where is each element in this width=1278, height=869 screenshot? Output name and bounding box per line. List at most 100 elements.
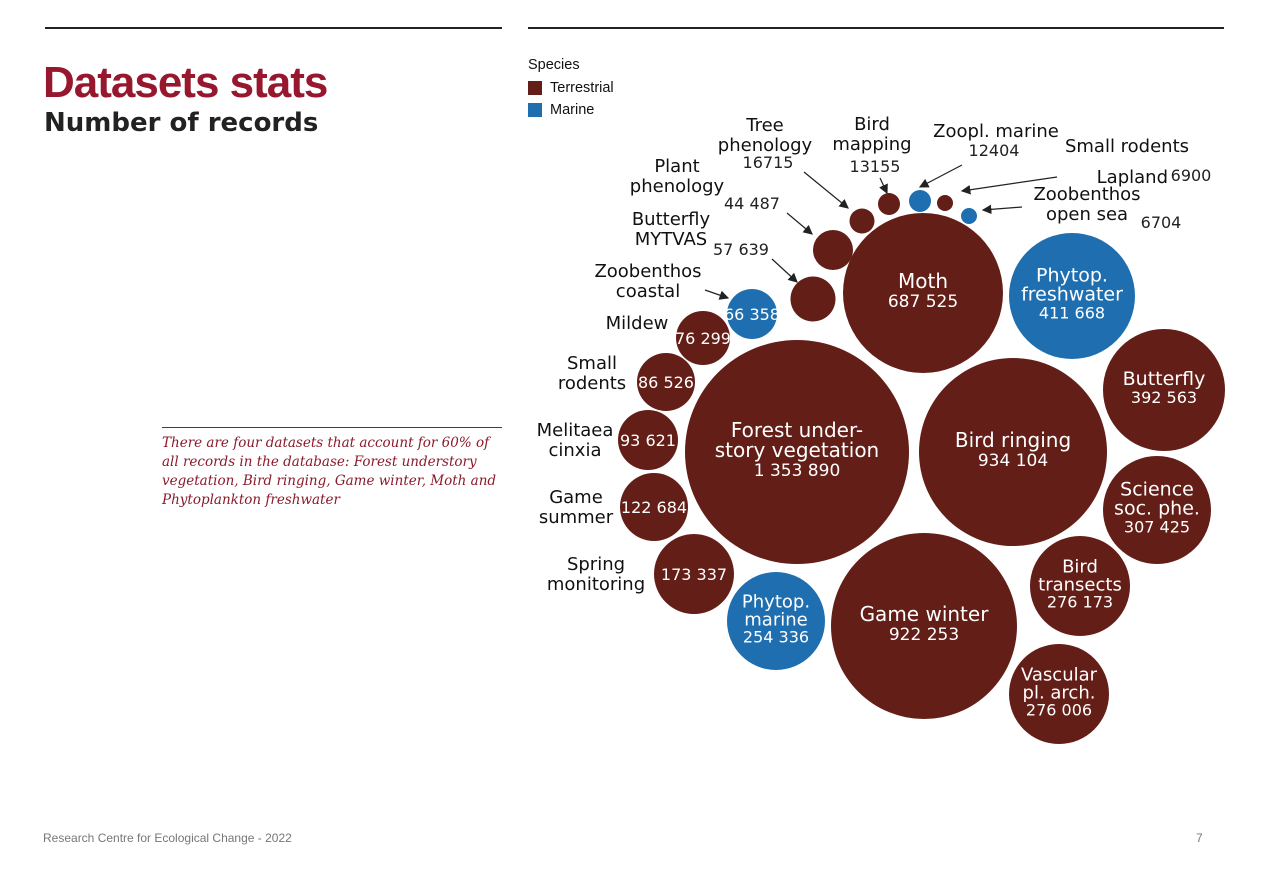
bubble-forest-understory-vegetation[interactable] [685, 340, 909, 564]
bubble-phytoplankton-freshwater[interactable] [1009, 233, 1135, 359]
legend-label-terrestrial: Terrestrial [550, 80, 614, 96]
bubble-value-zoopl-marine: 12404 [969, 141, 1020, 160]
bubble-label-zoopl-marine: Zoopl. marine [933, 121, 1059, 142]
bubble-value-vascular-pl-arch: 276 006 [1026, 700, 1092, 719]
bubble-bird-transects[interactable] [1030, 536, 1130, 636]
bubble-label-butterfly: Butterfly [1123, 368, 1206, 390]
bubble-label-butterfly-mytvas: Butterfly [632, 209, 711, 230]
bubble-label-small-rodents: Small [567, 353, 617, 374]
bubble-value-plant-phenology: 44 487 [724, 194, 780, 213]
bubble-value-bird-ringing: 934 104 [978, 451, 1048, 471]
bubble-label-melitaea-cinxia: Melitaea [537, 420, 614, 441]
bubble-label-phytoplankton-marine: marine [744, 609, 807, 630]
summary-note: There are four datasets that account for… [162, 427, 502, 510]
bubble-small-rodents[interactable] [637, 353, 695, 411]
bubble-vascular-pl-arch[interactable] [1009, 644, 1109, 744]
bubble-label-plant-phenology: Plant [654, 156, 699, 177]
bubble-label-game-winter: Game winter [860, 602, 990, 626]
bubble-value-zoobenthos-open-sea: 6704 [1141, 213, 1182, 232]
bubble-value-zoobenthos-coastal: 66 358 [724, 305, 780, 324]
bubble-label-plant-phenology: phenology [630, 176, 725, 197]
bubble-value-game-winter: 922 253 [889, 625, 959, 645]
bubble-plant-phenology[interactable] [813, 230, 853, 270]
bubble-label-phytoplankton-marine: Phytop. [742, 591, 810, 612]
bubble-phytoplankton-marine[interactable] [727, 572, 825, 670]
bubble-value-spring-monitoring: 173 337 [661, 565, 727, 584]
callout-arrow-zoobenthos-open-sea [981, 204, 1023, 215]
bubble-value-science-soc-phe: 307 425 [1124, 518, 1190, 537]
callout-arrow-small-rodents-lapland [960, 176, 1058, 195]
bubble-value-small-rodents-lapland: 6900 [1171, 166, 1212, 185]
bubble-tree-phenology[interactable] [849, 208, 875, 234]
bubble-value-phytoplankton-marine: 254 336 [743, 627, 809, 646]
bubble-label-bird-mapping: mapping [832, 134, 911, 155]
bubble-zoobenthos-coastal[interactable] [727, 289, 777, 339]
bubble-value-tree-phenology: 16715 [743, 153, 794, 172]
bubble-value-butterfly-mytvas: 57 639 [713, 240, 769, 259]
footer-text: Research Centre for Ecological Change - … [43, 831, 292, 845]
bubble-game-summer[interactable] [620, 473, 688, 541]
bubble-label-forest-understory-vegetation: Forest under- [731, 418, 863, 442]
bubble-label-forest-understory-vegetation: story vegetation [715, 438, 879, 462]
bubble-melitaea-cinxia[interactable] [618, 410, 678, 470]
legend-item-terrestrial[interactable]: Terrestrial [528, 77, 614, 99]
bubble-label-tree-phenology: Tree [745, 115, 784, 136]
page-number: 7 [1196, 831, 1203, 845]
bubble-value-moth: 687 525 [888, 292, 958, 312]
bubble-value-game-summer: 122 684 [621, 498, 687, 517]
bubble-label-moth: Moth [898, 269, 948, 293]
bubble-label-small-rodents-lapland: Small rodents [1065, 136, 1189, 157]
bubble-label-game-summer: summer [539, 507, 614, 528]
bubble-game-winter[interactable] [831, 533, 1017, 719]
bubble-moth[interactable] [843, 213, 1003, 373]
bubble-zoopl-marine[interactable] [909, 190, 931, 212]
bubble-zoobenthos-open-sea[interactable] [961, 208, 977, 224]
bubble-label-zoobenthos-coastal: Zoobenthos [594, 261, 701, 282]
callout-arrow-bird-mapping [879, 177, 888, 195]
bubble-label-mildew: Mildew [606, 313, 669, 334]
bubble-label-small-rodents: rodents [558, 373, 626, 394]
callout-arrow-plant-phenology [786, 212, 813, 235]
bubble-label-vascular-pl-arch: Vascular [1021, 664, 1098, 685]
bubble-label-tree-phenology: phenology [718, 135, 813, 156]
bubble-bird-mapping[interactable] [878, 193, 900, 215]
page-subtitle: Number of records [44, 108, 319, 138]
bubble-label-small-rodents-lapland: Lapland [1097, 167, 1168, 188]
bubble-value-phytoplankton-freshwater: 411 668 [1039, 304, 1105, 323]
page-title: Datasets stats [43, 58, 328, 107]
bubble-value-butterfly: 392 563 [1131, 388, 1197, 407]
bubble-label-bird-mapping: Bird [854, 114, 890, 135]
bubble-label-zoobenthos-open-sea: open sea [1046, 204, 1128, 225]
bubble-small-rodents-lapland[interactable] [937, 195, 953, 211]
bubble-science-soc-phe[interactable] [1103, 456, 1211, 564]
bubble-label-zoobenthos-coastal: coastal [616, 281, 680, 302]
bubble-label-vascular-pl-arch: pl. arch. [1023, 682, 1096, 703]
chart-legend: Species Terrestrial Marine [528, 57, 614, 121]
top-rule-right [528, 27, 1224, 29]
bubble-label-butterfly-mytvas: MYTVAS [635, 229, 707, 250]
legend-title: Species [528, 57, 580, 73]
bubble-bird-ringing[interactable] [919, 358, 1107, 546]
callout-arrow-tree-phenology [803, 171, 849, 209]
callout-arrow-zoopl-marine [918, 164, 963, 188]
legend-item-marine[interactable]: Marine [528, 99, 614, 121]
top-rule-left [45, 27, 502, 29]
callout-arrow-butterfly-mytvas [771, 258, 798, 283]
bubble-value-mildew: 76 299 [675, 329, 731, 348]
bubble-spring-monitoring[interactable] [654, 534, 734, 614]
bubble-label-bird-transects: Bird [1062, 556, 1098, 577]
bubble-label-spring-monitoring: monitoring [547, 574, 645, 595]
callout-arrow-zoobenthos-coastal [704, 289, 730, 300]
legend-swatch-marine [528, 103, 542, 117]
legend-swatch-terrestrial [528, 81, 542, 95]
bubble-value-bird-mapping: 13155 [850, 157, 901, 176]
bubble-label-science-soc-phe: Science [1120, 479, 1194, 501]
bubble-butterfly[interactable] [1103, 329, 1225, 451]
bubble-butterfly-mytvas[interactable] [790, 276, 836, 322]
bubble-mildew[interactable] [676, 311, 730, 365]
bubble-value-bird-transects: 276 173 [1047, 592, 1113, 611]
bubble-label-zoobenthos-open-sea: Zoobenthos [1033, 184, 1140, 205]
bubble-label-phytoplankton-freshwater: Phytop. [1036, 265, 1108, 287]
bubble-value-melitaea-cinxia: 93 621 [620, 431, 676, 450]
